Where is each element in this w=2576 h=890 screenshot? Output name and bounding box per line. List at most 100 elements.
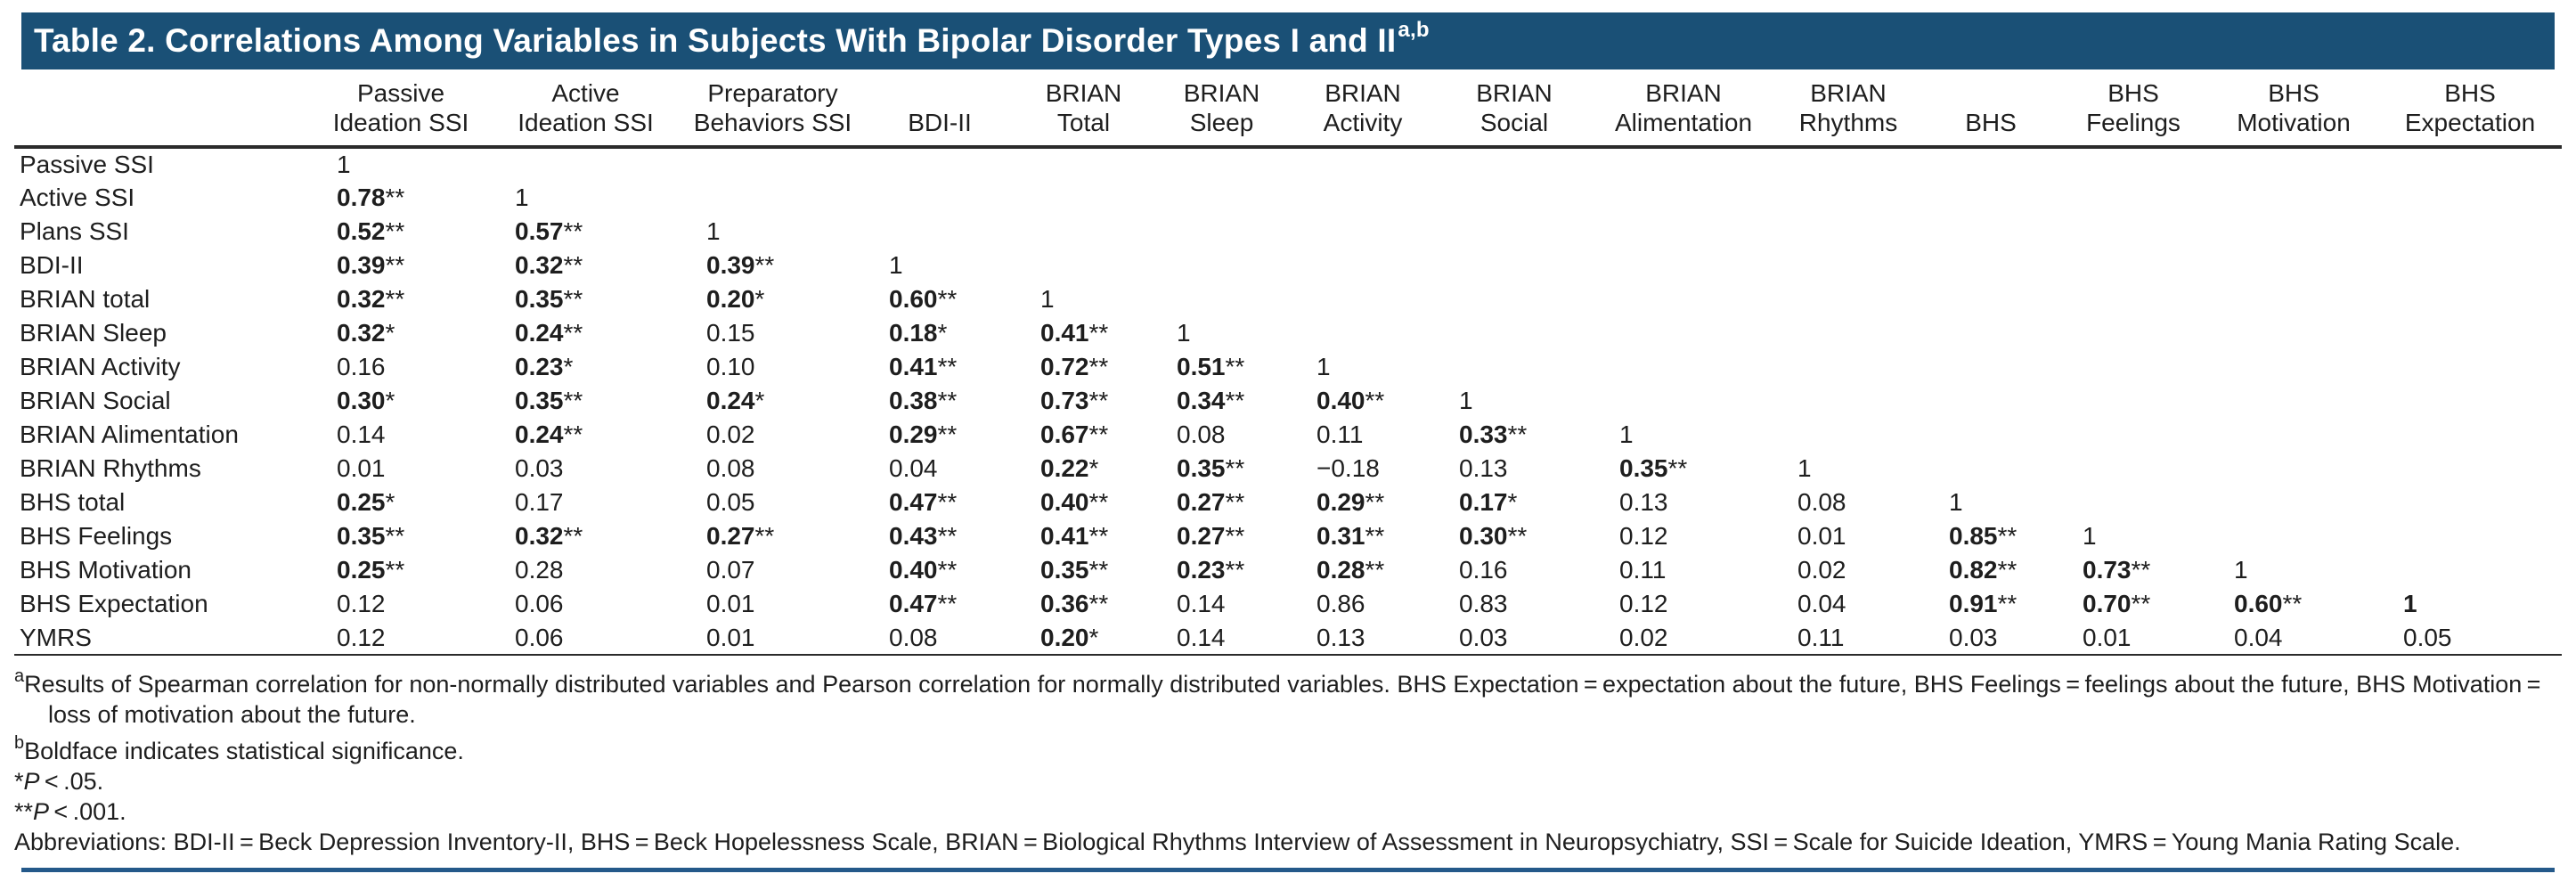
- correlation-cell: 0.39**: [312, 249, 490, 282]
- correlation-value: 0.01: [1797, 522, 1846, 550]
- correlation-cell: 0.01: [1773, 519, 1924, 553]
- significance-stars: *: [1088, 454, 1099, 482]
- correlation-cell: 0.17: [490, 486, 681, 519]
- column-header: Preparatory Behaviors SSI: [693, 79, 852, 136]
- correlation-cell: 0.16: [1434, 553, 1594, 587]
- correlation-cell: 0.11: [1292, 418, 1434, 452]
- correlation-value: 0.27: [706, 522, 755, 550]
- correlation-value: 0.14: [1177, 623, 1226, 651]
- correlation-cell: [2058, 282, 2209, 316]
- correlation-value: 1: [515, 184, 529, 211]
- correlation-cell: 0.18*: [864, 316, 1015, 350]
- correlation-cell: 1: [312, 147, 490, 181]
- significance-stars: **: [1365, 556, 1385, 584]
- column-header: Active Ideation SSI: [518, 79, 654, 136]
- significance-stars: *: [754, 387, 765, 414]
- correlation-value: 0.08: [889, 623, 938, 651]
- correlation-value: 0.12: [1619, 522, 1668, 550]
- correlation-cell: 0.67**: [1015, 418, 1152, 452]
- correlation-cell: 0.41**: [1015, 519, 1152, 553]
- significance-stars: *: [1088, 623, 1099, 651]
- correlation-cell: [1292, 282, 1434, 316]
- correlation-cell: 0.14: [1152, 587, 1292, 621]
- correlation-cell: [2378, 181, 2562, 215]
- correlation-cell: 0.14: [1152, 621, 1292, 655]
- correlation-value: 0.41: [1040, 319, 1089, 347]
- table-row: BRIAN Social 0.30* 0.35** 0.24* 0.38** 0.73**…: [14, 384, 2562, 418]
- correlation-cell: [2209, 350, 2378, 384]
- correlation-value: 0.16: [1459, 556, 1508, 584]
- correlation-cell: 0.23**: [1152, 553, 1292, 587]
- significance-stars: **: [1997, 556, 2018, 584]
- table-title-footnote-marks: a,b: [1398, 18, 1430, 42]
- correlation-value: 0.39: [706, 251, 755, 279]
- correlation-cell: 0.15: [681, 316, 864, 350]
- correlation-cell: 0.31**: [1292, 519, 1434, 553]
- correlation-cell: [1773, 316, 1924, 350]
- significance-stars: **: [563, 522, 583, 550]
- correlation-cell: 0.40**: [1015, 486, 1152, 519]
- correlation-value: 0.15: [706, 319, 755, 347]
- bottom-rule: [21, 868, 2555, 872]
- significance-stars: *: [563, 353, 574, 380]
- correlation-value: 0.27: [1177, 522, 1226, 550]
- correlation-cell: [1152, 282, 1292, 316]
- significance-stars: **: [1667, 454, 1688, 482]
- table-title-bar: Table 2. Correlations Among Variables in…: [21, 12, 2555, 69]
- correlation-cell: 0.60**: [2209, 587, 2378, 621]
- correlation-value: 0.12: [1619, 590, 1668, 617]
- row-label: BHS Motivation: [20, 556, 192, 584]
- correlation-cell: [2058, 452, 2209, 486]
- correlation-cell: [2209, 282, 2378, 316]
- correlation-value: 1: [1040, 285, 1055, 313]
- correlation-value: 0.07: [706, 556, 755, 584]
- correlation-value: 1: [889, 251, 903, 279]
- correlation-value: 0.02: [706, 421, 755, 448]
- correlation-cell: 0.35**: [1152, 452, 1292, 486]
- correlation-cell: 0.73**: [1015, 384, 1152, 418]
- correlation-value: 0.83: [1459, 590, 1508, 617]
- significance-stars: **: [1088, 353, 1109, 380]
- correlation-cell: [681, 147, 864, 181]
- significance-stars: **: [754, 251, 775, 279]
- footnote-abbreviations: Abbreviations: BDI-II = Beck Depression …: [14, 829, 2461, 855]
- table-row: BHS total 0.25* 0.17 0.05 0.47** 0.40** 0.27**…: [14, 486, 2562, 519]
- significance-stars: **: [754, 522, 775, 550]
- correlation-cell: [1924, 181, 2058, 215]
- significance-stars: **: [563, 387, 583, 414]
- significance-stars: *: [385, 387, 395, 414]
- correlation-value: 0.10: [706, 353, 755, 380]
- correlation-value: 0.41: [1040, 522, 1089, 550]
- correlation-cell: [2209, 519, 2378, 553]
- table-row: Passive SSI 1: [14, 147, 2562, 181]
- correlation-cell: 0.34**: [1152, 384, 1292, 418]
- correlation-value: 0.23: [515, 353, 564, 380]
- correlation-value: 1: [1459, 387, 1473, 414]
- significance-stars: **: [937, 421, 958, 448]
- correlation-cell: [2378, 316, 2562, 350]
- correlation-cell: 0.02: [1594, 621, 1773, 655]
- correlation-cell: 0.32**: [490, 249, 681, 282]
- table-row: BHS Expectation 0.12 0.06 0.01 0.47** 0.36** 0…: [14, 587, 2562, 621]
- correlation-cell: 0.35**: [1015, 553, 1152, 587]
- correlation-table-body: Passive SSI 1 Active SSI 0.78** 1 Plans SSI 0.…: [14, 147, 2562, 655]
- significance-stars: **: [2131, 590, 2151, 617]
- correlation-value: 0.39: [337, 251, 386, 279]
- correlation-cell: [2378, 519, 2562, 553]
- table-row: Plans SSI 0.52** 0.57** 1: [14, 215, 2562, 249]
- correlation-cell: 0.11: [1773, 621, 1924, 655]
- correlation-cell: 1: [1292, 350, 1434, 384]
- correlation-cell: 1: [681, 215, 864, 249]
- correlation-cell: 0.27**: [1152, 519, 1292, 553]
- correlation-value: 0.05: [2403, 623, 2452, 651]
- significance-stars: **: [1507, 522, 1528, 550]
- correlation-cell: 0.24**: [490, 316, 681, 350]
- correlation-value: 0.13: [1459, 454, 1508, 482]
- significance-stars: *: [937, 319, 948, 347]
- correlation-value: 0.14: [337, 421, 386, 448]
- column-header: BRIAN Social: [1476, 79, 1553, 136]
- column-header: BRIAN Sleep: [1183, 79, 1260, 136]
- correlation-value: 0.04: [1797, 590, 1846, 617]
- correlation-cell: 0.27**: [681, 519, 864, 553]
- correlation-cell: [2058, 418, 2209, 452]
